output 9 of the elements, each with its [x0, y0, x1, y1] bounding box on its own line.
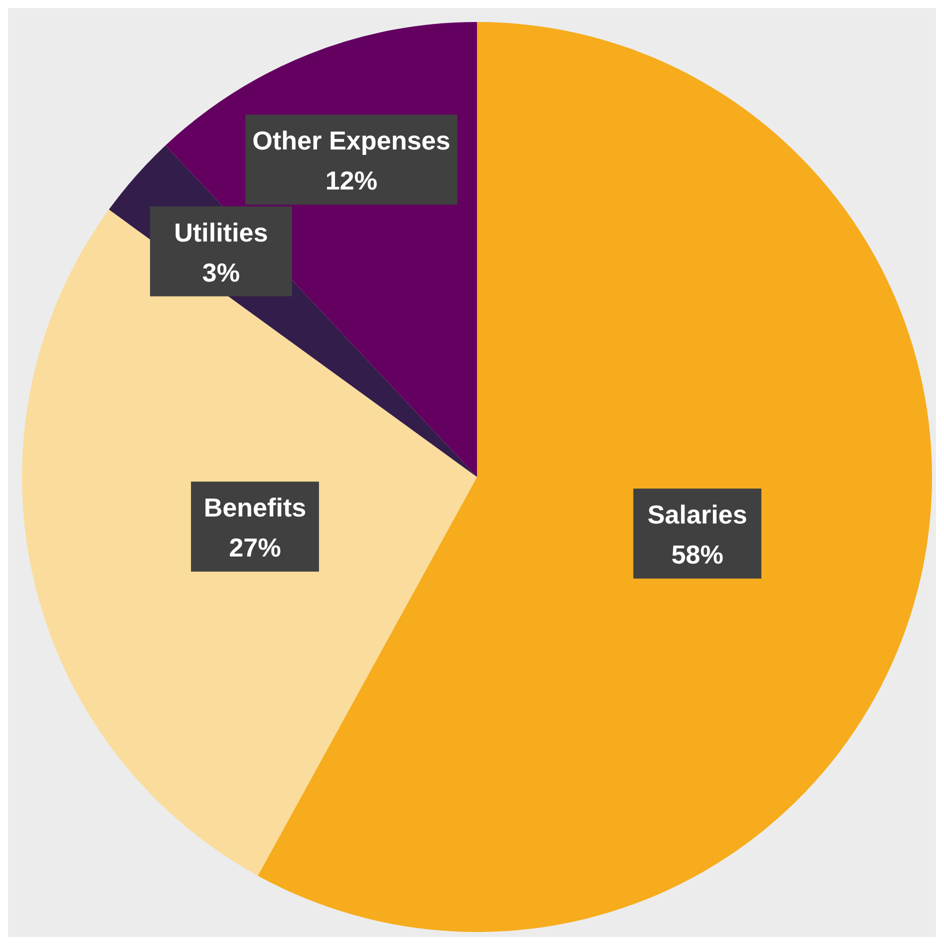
data-label: 58% [671, 540, 724, 570]
pie-slice [22, 210, 477, 876]
data-label: 27% [228, 532, 281, 563]
slice-label: Utilities [174, 217, 268, 248]
slice-label: Other Expenses [252, 126, 450, 156]
slice-label: Salaries [647, 500, 748, 530]
data-label: 3% [202, 257, 240, 288]
slice-label: Benefits [204, 492, 306, 523]
data-label: 12% [325, 166, 378, 196]
